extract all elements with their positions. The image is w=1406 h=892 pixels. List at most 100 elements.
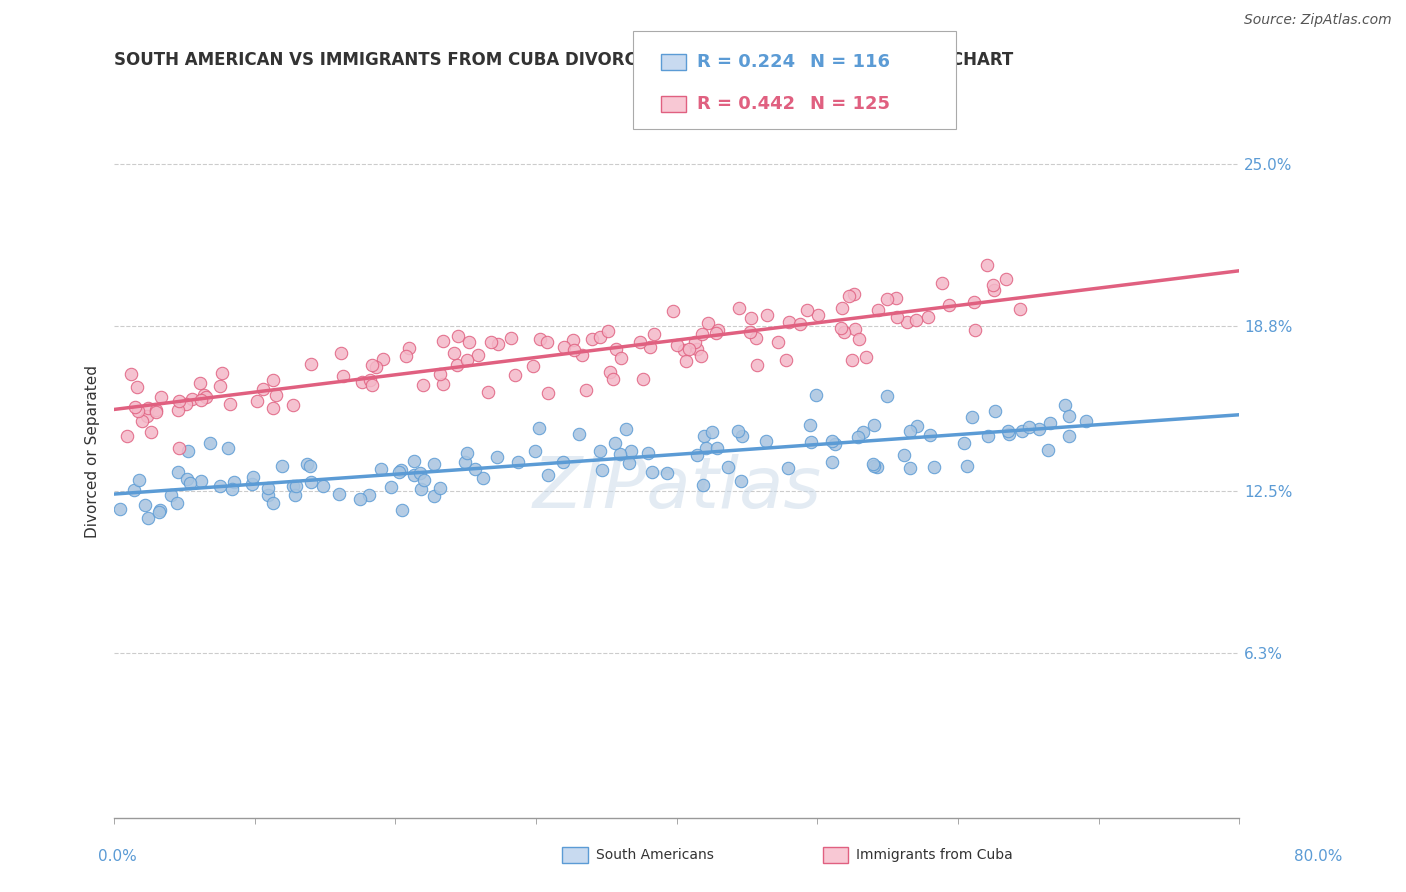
Immigrants from Cuba [117, 429, 139, 443]
Immigrants from Cuba [553, 340, 575, 354]
South Americans [357, 488, 380, 502]
Immigrants from Cuba [599, 365, 621, 379]
Text: ZIPatlas: ZIPatlas [533, 454, 821, 523]
South Americans [312, 479, 335, 493]
South Americans [1011, 424, 1033, 438]
Immigrants from Cuba [145, 405, 167, 419]
Immigrants from Cuba [638, 340, 661, 354]
South Americans [898, 461, 921, 475]
South Americans [655, 466, 678, 480]
Text: N = 125: N = 125 [810, 95, 890, 113]
Immigrants from Cuba [150, 390, 173, 404]
Immigrants from Cuba [666, 338, 689, 352]
Immigrants from Cuba [412, 378, 434, 392]
South Americans [298, 459, 321, 474]
South Americans [529, 421, 551, 435]
Immigrants from Cuba [169, 394, 191, 409]
Immigrants from Cuba [195, 390, 218, 404]
South Americans [240, 476, 263, 491]
South Americans [686, 448, 709, 462]
South Americans [536, 467, 558, 482]
South Americans [485, 450, 508, 464]
Immigrants from Cuba [706, 326, 728, 341]
South Americans [862, 457, 884, 471]
South Americans [128, 474, 150, 488]
South Americans [755, 434, 778, 449]
South Americans [953, 435, 976, 450]
South Americans [1038, 442, 1060, 457]
Immigrants from Cuba [536, 334, 558, 349]
Immigrants from Cuba [211, 366, 233, 380]
Immigrants from Cuba [697, 316, 720, 330]
South Americans [568, 427, 591, 442]
Immigrants from Cuba [456, 352, 478, 367]
Immigrants from Cuba [127, 404, 149, 418]
South Americans [603, 436, 626, 450]
South Americans [1028, 422, 1050, 436]
Text: R = 0.442: R = 0.442 [697, 95, 796, 113]
Text: SOUTH AMERICAN VS IMMIGRANTS FROM CUBA DIVORCED OR SEPARATED CORRELATION CHART: SOUTH AMERICAN VS IMMIGRANTS FROM CUBA D… [114, 51, 1014, 69]
South Americans [409, 483, 432, 497]
Immigrants from Cuba [963, 294, 986, 309]
South Americans [402, 468, 425, 483]
Immigrants from Cuba [301, 357, 323, 371]
Immigrants from Cuba [350, 375, 373, 389]
South Americans [404, 454, 426, 468]
Immigrants from Cuba [884, 291, 907, 305]
Text: South Americans: South Americans [596, 847, 714, 862]
Immigrants from Cuba [209, 378, 232, 392]
South Americans [956, 458, 979, 473]
Text: N = 116: N = 116 [810, 54, 890, 71]
Immigrants from Cuba [443, 346, 465, 360]
South Americans [1057, 409, 1080, 423]
Immigrants from Cuba [432, 376, 454, 391]
Immigrants from Cuba [561, 333, 583, 347]
South Americans [423, 489, 446, 503]
South Americans [242, 469, 264, 483]
Immigrants from Cuba [905, 312, 928, 326]
South Americans [852, 425, 875, 440]
South Americans [637, 446, 659, 460]
Immigrants from Cuba [963, 323, 986, 337]
Immigrants from Cuba [842, 287, 865, 301]
Immigrants from Cuba [124, 400, 146, 414]
Immigrants from Cuba [662, 303, 685, 318]
South Americans [589, 444, 612, 458]
South Americans [922, 459, 945, 474]
South Americans [806, 388, 828, 402]
South Americans [620, 444, 643, 458]
South Americans [799, 418, 821, 433]
Y-axis label: Divorced or Separated: Divorced or Separated [86, 365, 100, 538]
Immigrants from Cuba [529, 332, 551, 346]
South Americans [295, 457, 318, 471]
South Americans [846, 430, 869, 444]
South Americans [464, 462, 486, 476]
South Americans [800, 435, 823, 450]
South Americans [284, 488, 307, 502]
Immigrants from Cuba [631, 372, 654, 386]
Immigrants from Cuba [467, 348, 489, 362]
Immigrants from Cuba [740, 326, 762, 340]
South Americans [731, 429, 754, 443]
Immigrants from Cuba [855, 350, 877, 364]
Immigrants from Cuba [283, 398, 305, 412]
Immigrants from Cuba [252, 382, 274, 396]
Immigrants from Cuba [193, 388, 215, 402]
South Americans [821, 455, 844, 469]
South Americans [429, 481, 451, 495]
South Americans [271, 459, 294, 474]
Immigrants from Cuba [745, 330, 768, 344]
South Americans [609, 446, 631, 460]
Immigrants from Cuba [395, 349, 418, 363]
Immigrants from Cuba [120, 368, 142, 382]
South Americans [190, 474, 212, 488]
South Americans [166, 496, 188, 510]
South Americans [176, 443, 198, 458]
South Americans [614, 422, 637, 436]
Immigrants from Cuba [505, 368, 527, 382]
South Americans [471, 471, 494, 485]
South Americans [998, 426, 1021, 441]
Immigrants from Cuba [832, 325, 855, 339]
Immigrants from Cuba [844, 322, 866, 336]
South Americans [283, 479, 305, 493]
